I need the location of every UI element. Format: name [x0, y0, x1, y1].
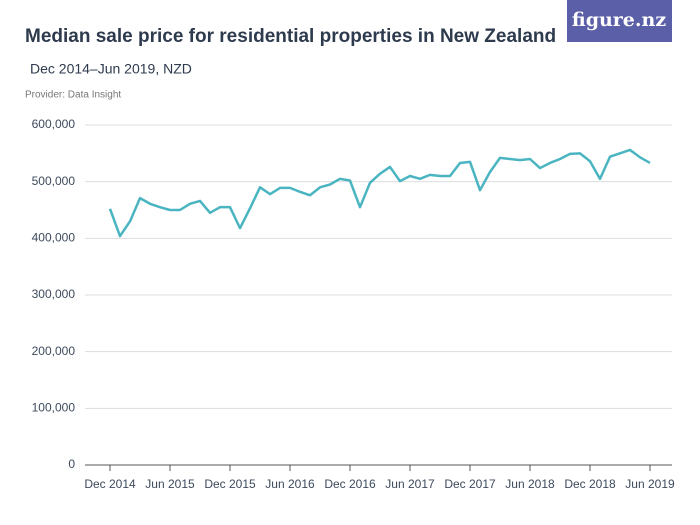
- y-tick-label: 400,000: [32, 231, 76, 245]
- y-tick-label: 200,000: [32, 344, 76, 358]
- x-tick-label: Dec 2016: [324, 477, 376, 491]
- x-tick-label: Dec 2017: [444, 477, 496, 491]
- x-tick-label: Jun 2018: [505, 477, 555, 491]
- x-tick-label: Dec 2014: [84, 477, 136, 491]
- y-tick-label: 100,000: [32, 401, 76, 415]
- y-tick-label: 300,000: [32, 287, 76, 301]
- provider: Provider: Data Insight: [25, 90, 121, 101]
- y-tick-label: 500,000: [32, 174, 76, 188]
- x-tick-label: Jun 2019: [625, 477, 675, 491]
- chart-title: Median sale price for residential proper…: [25, 26, 556, 47]
- chart-subtitle: Dec 2014–Jun 2019, NZD: [30, 61, 192, 77]
- logo-box[interactable]: [567, 0, 672, 42]
- x-tick-label: Jun 2015: [145, 477, 195, 491]
- y-tick-label: 600,000: [32, 117, 76, 131]
- line: [108, 148, 651, 238]
- x-tick-label: Dec 2018: [564, 477, 616, 491]
- x-tick-label: Jun 2017: [385, 477, 435, 491]
- y-tick-label: 0: [68, 457, 75, 471]
- logo[interactable]: figure.nz: [572, 9, 666, 31]
- x-tick-label: Jun 2016: [265, 477, 315, 491]
- x-tick-label: Dec 2015: [204, 477, 256, 491]
